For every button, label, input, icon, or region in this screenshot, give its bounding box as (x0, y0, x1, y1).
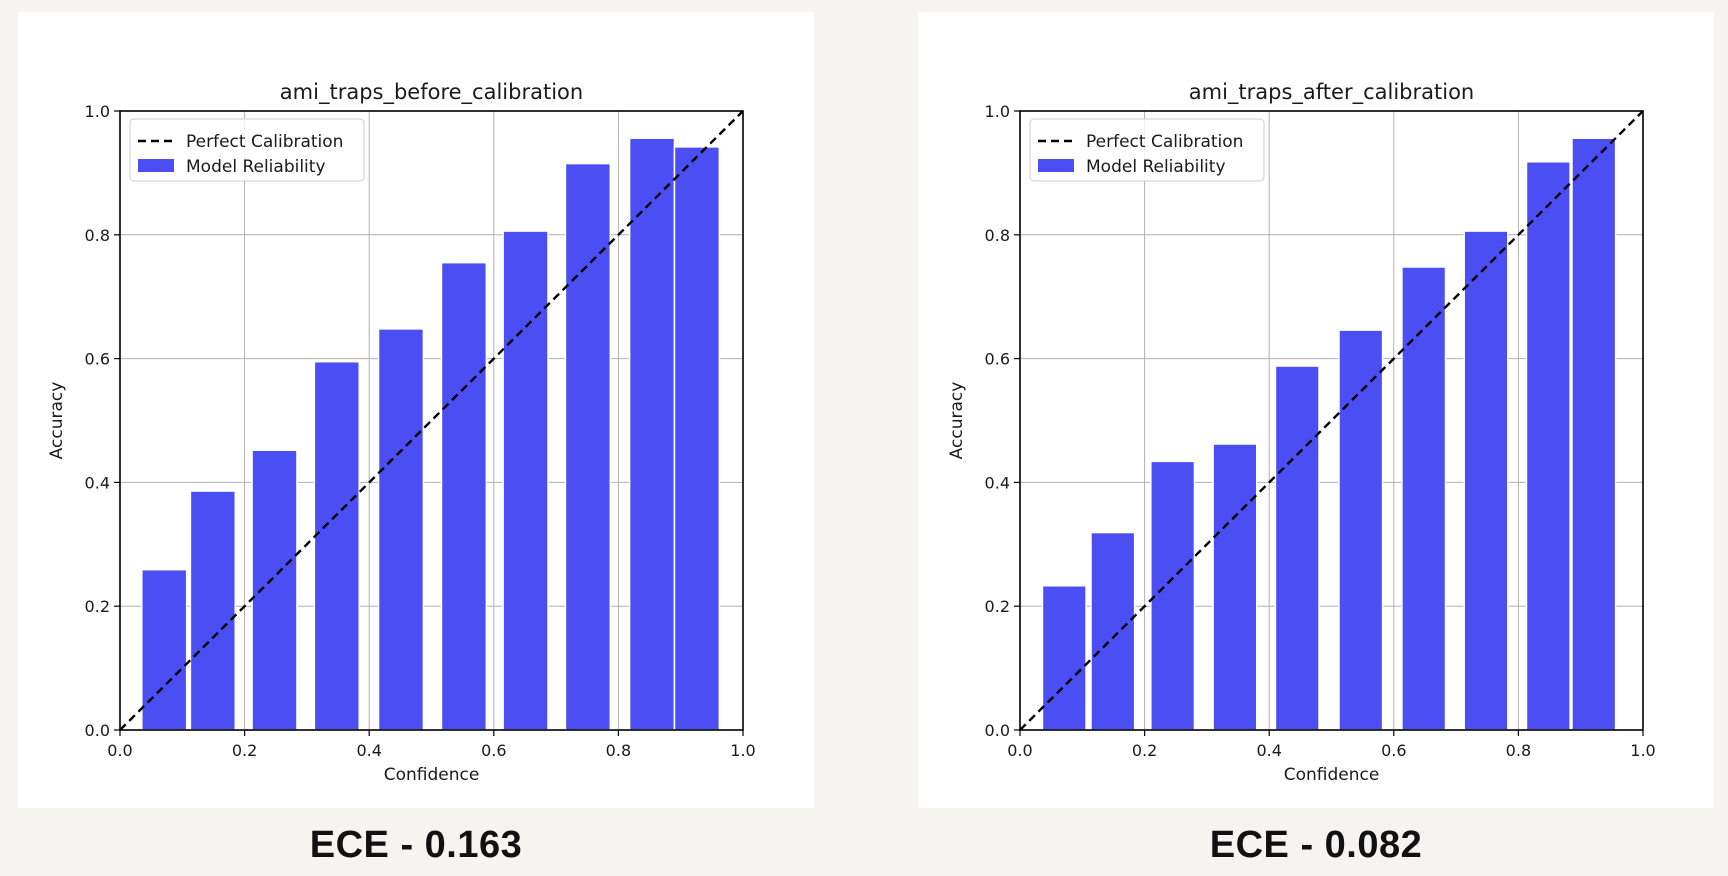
y-tick-label: 0.2 (985, 597, 1010, 616)
legend-swatch-model-reliability (1038, 159, 1074, 172)
bar-bin-6 (1338, 329, 1384, 731)
y-tick-label: 1.0 (985, 102, 1010, 121)
bar-bin-7 (1401, 266, 1447, 731)
axes-frame (1019, 110, 1644, 731)
y-tick-label: 0.0 (985, 721, 1010, 740)
x-tick-label: 1.0 (1630, 741, 1655, 760)
bar-bin-9 (1525, 161, 1571, 731)
chart-panel-before: 0.0 0.2 0.4 0.6 0.8 1.0 0.0 0.2 0.4 0.6 0.8 1.0 ami_… (18, 12, 814, 808)
perfect-calibration-line (119, 110, 744, 731)
ticks: 0.0 0.2 0.4 0.6 0.8 1.0 0.0 0.2 0.4 0.6 0.8 1.0 (985, 102, 1656, 760)
x-tick-label: 0.8 (606, 741, 631, 760)
bar-bin-5 (377, 328, 425, 731)
legend-label-model-reliability: Model Reliability (186, 157, 326, 177)
reliability-chart-before: 0.0 0.2 0.4 0.6 0.8 1.0 0.0 0.2 0.4 0.6 0.8 1.0 ami_… (47, 80, 756, 785)
legend: Perfect Calibration Model Reliability (1029, 118, 1265, 182)
chart-title: ami_traps_before_calibration (280, 80, 583, 105)
bar-bin-6 (440, 261, 488, 731)
y-tick-label: 0.6 (85, 350, 110, 369)
bar-bin-2 (1090, 531, 1136, 731)
y-axis-label: Accuracy (47, 382, 67, 460)
y-tick-label: 0.0 (85, 721, 110, 740)
perfect-calibration-line (1019, 110, 1644, 731)
x-tick-label: 0.8 (1506, 741, 1531, 760)
ece-caption-before: ECE - 0.163 (309, 824, 523, 866)
bar-bin-1 (141, 568, 188, 731)
bar-bin-5 (1274, 365, 1320, 731)
x-tick-label: 0.4 (1256, 741, 1281, 760)
x-tick-label: 1.0 (730, 741, 755, 760)
x-tick-label: 0.6 (1381, 741, 1406, 760)
chart-title: ami_traps_after_calibration (1189, 80, 1475, 105)
x-axis-label: Confidence (1284, 765, 1380, 785)
bars (1041, 137, 1617, 731)
axes-frame (119, 110, 744, 731)
bar-bin-8 (564, 162, 612, 731)
x-tick-label: 0.0 (1007, 741, 1032, 760)
bar-bin-3 (1150, 460, 1196, 731)
legend-box (129, 118, 365, 182)
ticks: 0.0 0.2 0.4 0.6 0.8 1.0 0.0 0.2 0.4 0.6 0.8 1.0 (85, 102, 756, 760)
x-tick-label: 0.2 (1132, 741, 1157, 760)
legend-label-perfect-calibration: Perfect Calibration (186, 132, 343, 152)
x-axis-label: Confidence (384, 765, 480, 785)
reliability-chart-after: 0.0 0.2 0.4 0.6 0.8 1.0 0.0 0.2 0.4 0.6 0.8 1.0 ami_… (947, 80, 1656, 785)
legend: Perfect Calibration Model Reliability (129, 118, 365, 182)
ece-caption-after: ECE - 0.082 (1209, 824, 1423, 866)
y-tick-label: 0.8 (85, 226, 110, 245)
bar-bin-10 (673, 146, 721, 731)
bars (141, 137, 721, 731)
x-tick-label: 0.2 (232, 741, 257, 760)
bar-bin-3 (251, 449, 298, 731)
y-axis-label: Accuracy (947, 382, 967, 460)
y-tick-label: 0.6 (985, 350, 1010, 369)
bar-bin-1 (1041, 585, 1087, 731)
y-tick-label: 0.2 (85, 597, 110, 616)
bar-bin-4 (1212, 443, 1258, 731)
bar-bin-10 (1571, 137, 1617, 731)
bar-bin-9 (628, 137, 676, 731)
legend-label-perfect-calibration: Perfect Calibration (1086, 132, 1243, 152)
x-tick-label: 0.6 (481, 741, 506, 760)
x-tick-label: 0.4 (356, 741, 381, 760)
bar-bin-7 (502, 230, 549, 731)
legend-box (1029, 118, 1265, 182)
bar-bin-2 (189, 490, 237, 731)
y-tick-label: 1.0 (85, 102, 110, 121)
legend-label-model-reliability: Model Reliability (1086, 157, 1226, 177)
bar-bin-4 (313, 360, 360, 731)
legend-swatch-model-reliability (138, 159, 174, 172)
y-tick-label: 0.4 (985, 473, 1010, 492)
y-tick-label: 0.8 (985, 226, 1010, 245)
bar-bin-8 (1463, 230, 1509, 731)
y-tick-label: 0.4 (85, 473, 110, 492)
chart-panel-after: 0.0 0.2 0.4 0.6 0.8 1.0 0.0 0.2 0.4 0.6 0.8 1.0 ami_… (918, 12, 1714, 808)
x-tick-label: 0.0 (107, 741, 132, 760)
